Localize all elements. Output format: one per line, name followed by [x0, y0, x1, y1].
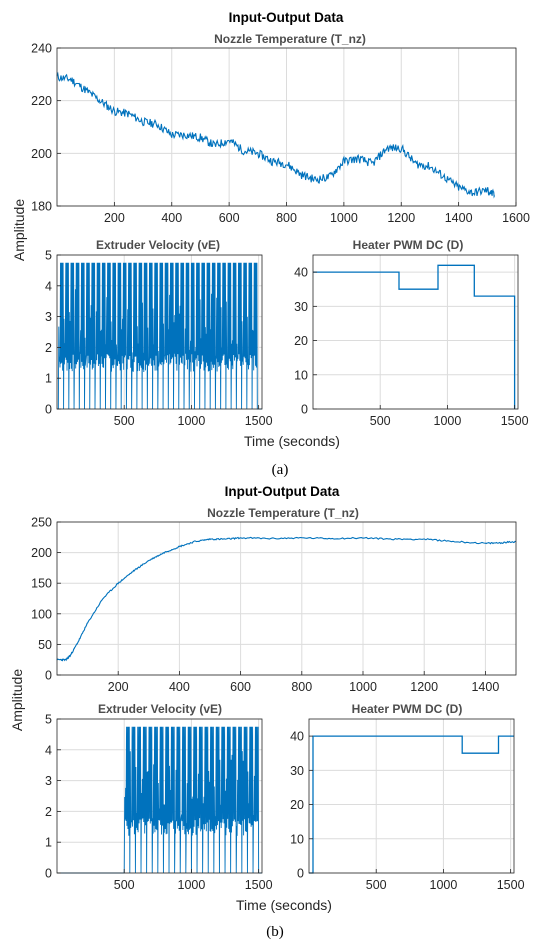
a-heater-ytick-label-0: 0	[301, 403, 308, 417]
b-nozzle-xtick-label-1400: 1400	[471, 680, 499, 694]
a-nozzle-xtick-label-1000: 1000	[330, 211, 358, 225]
b-extruder-ytick-label-0: 0	[45, 867, 52, 881]
a-nozzle-xtick-label-1400: 1400	[445, 211, 473, 225]
b-nozzle-ytick-label-250: 250	[31, 516, 52, 530]
b-heater-xtick-label-1500: 1500	[497, 878, 525, 892]
panel-a-xlabel: Time (seconds)	[244, 433, 340, 449]
a-nozzle-xtick-label-600: 600	[219, 211, 240, 225]
b-extruder-ytick-label-4: 4	[45, 743, 52, 757]
panel-b-nozzle-temperature-axes: 200 400 600 800 1000 1200 1400 0 50 100 150 200 250	[31, 516, 517, 694]
a-nozzle-xtick-label-400: 400	[161, 211, 182, 225]
b-extruder-ytick-label-3: 3	[45, 774, 52, 788]
panel-b-extruder-subtitle: Extruder Velocity (vE)	[98, 702, 222, 716]
b-nozzle-ytick-label-200: 200	[31, 546, 52, 560]
panel-a-title: Input-Output Data	[229, 10, 344, 25]
a-heater-ytick-label-40: 40	[294, 266, 308, 280]
b-nozzle-xtick-label-200: 200	[108, 680, 129, 694]
a-heater-ytick-label-10: 10	[294, 368, 308, 382]
b-extruder-xtick-label-1000: 1000	[178, 878, 206, 892]
b-heater-ytick-label-20: 20	[290, 798, 304, 812]
a-extruder-xtick-label-500: 500	[114, 414, 135, 428]
a-nozzle-xtick-label-1200: 1200	[387, 211, 415, 225]
panel-b-nozzle-subtitle: Nozzle Temperature (T_nz)	[207, 506, 359, 520]
a-heater-xtick-label-1500: 1500	[501, 414, 529, 428]
a-heater-ytick-label-20: 20	[294, 334, 308, 348]
a-extruder-ytick-label-0: 0	[45, 403, 52, 417]
a-heater-xtick-label-500: 500	[370, 414, 391, 428]
b-heater-ytick-label-0: 0	[297, 867, 304, 881]
b-heater-series-line	[309, 735, 514, 874]
b-heater-ytick-label-40: 40	[290, 730, 304, 744]
a-nozzle-xtick-label-1600: 1600	[502, 211, 530, 225]
b-nozzle-series-line	[56, 536, 517, 662]
a-heater-axes-frame	[312, 254, 519, 410]
b-nozzle-ytick-label-100: 100	[31, 607, 52, 621]
b-nozzle-plot-area	[57, 522, 516, 675]
b-heater-ytick-label-10: 10	[290, 832, 304, 846]
panel-a-extruder-subtitle: Extruder Velocity (vE)	[96, 238, 220, 252]
panel-a-caption: (a)	[272, 462, 289, 478]
panel-a: Input-Output Data Nozzle Temperature (T_…	[11, 10, 530, 478]
a-heater-plot-area	[313, 255, 518, 409]
a-extruder-ytick-label-4: 4	[45, 279, 52, 293]
b-nozzle-xtick-label-600: 600	[230, 680, 251, 694]
a-extruder-ytick-label-1: 1	[45, 372, 52, 386]
a-nozzle-series-line	[56, 71, 496, 199]
a-extruder-ytick-label-2: 2	[45, 341, 52, 355]
a-nozzle-ytick-label-220: 220	[31, 94, 52, 108]
a-extruder-axes-frame	[56, 254, 263, 410]
a-nozzle-xtick-label-200: 200	[104, 211, 125, 225]
panel-a-ylabel: Amplitude	[11, 199, 27, 261]
panel-a-nozzle-subtitle: Nozzle Temperature (T_nz)	[214, 32, 366, 46]
b-nozzle-xtick-label-1200: 1200	[410, 680, 438, 694]
b-nozzle-ytick-label-50: 50	[38, 638, 52, 652]
panel-b-caption: (b)	[266, 924, 284, 940]
b-extruder-axes-frame	[56, 718, 263, 874]
panel-a-extruder-velocity-axes: 500 1000 1500 0 1 2 3 4 5	[45, 249, 273, 429]
panel-b-ylabel: Amplitude	[9, 669, 25, 731]
b-nozzle-ytick-label-150: 150	[31, 577, 52, 591]
panel-b-heater-subtitle: Heater PWM DC (D)	[352, 702, 463, 716]
b-nozzle-xtick-label-1000: 1000	[349, 680, 377, 694]
a-nozzle-ytick-label-240: 240	[31, 42, 52, 56]
b-heater-xtick-label-500: 500	[366, 878, 387, 892]
b-extruder-xtick-label-500: 500	[114, 878, 135, 892]
b-nozzle-ytick-label-0: 0	[45, 669, 52, 683]
b-extruder-ytick-label-1: 1	[45, 836, 52, 850]
a-nozzle-xtick-label-800: 800	[276, 211, 297, 225]
b-extruder-xtick-label-1500: 1500	[245, 878, 273, 892]
a-heater-xtick-label-1000: 1000	[434, 414, 462, 428]
b-nozzle-xtick-label-400: 400	[169, 680, 190, 694]
a-heater-ytick-label-30: 30	[294, 300, 308, 314]
a-nozzle-ytick-label-200: 200	[31, 147, 52, 161]
b-heater-xtick-label-1000: 1000	[430, 878, 458, 892]
b-nozzle-xtick-label-800: 800	[291, 680, 312, 694]
panel-b-heater-pwm-axes: 500 1000 1500 0 10 20 30 40	[290, 718, 525, 892]
b-nozzle-axes-frame	[56, 521, 517, 676]
a-extruder-ytick-label-3: 3	[45, 310, 52, 324]
a-extruder-xtick-label-1500: 1500	[245, 414, 273, 428]
panel-b: Input-Output Data Nozzle Temperature (T_…	[9, 484, 525, 940]
b-extruder-ytick-label-2: 2	[45, 805, 52, 819]
b-heater-plot-area	[309, 719, 514, 873]
panel-a-nozzle-temperature-axes: 200 400 600 800 1000 1200 1400 1600 180 200 220 240	[31, 42, 530, 226]
panel-b-title: Input-Output Data	[225, 484, 340, 499]
panel-a-heater-subtitle: Heater PWM DC (D)	[353, 238, 464, 252]
panel-b-extruder-velocity-axes: 500 1000 1500 0 1 2 3 4 5	[45, 713, 273, 893]
a-heater-series-line	[313, 264, 516, 409]
b-extruder-ytick-label-5: 5	[45, 713, 52, 727]
panel-b-xlabel: Time (seconds)	[236, 897, 332, 913]
b-heater-axes-frame	[308, 718, 515, 874]
panel-a-heater-pwm-axes: 500 1000 1500 0 10 20 30 40	[294, 254, 529, 428]
a-extruder-xtick-label-1000: 1000	[178, 414, 206, 428]
b-heater-ytick-label-30: 30	[290, 764, 304, 778]
a-nozzle-ytick-label-180: 180	[31, 200, 52, 214]
a-extruder-ytick-label-5: 5	[45, 249, 52, 263]
